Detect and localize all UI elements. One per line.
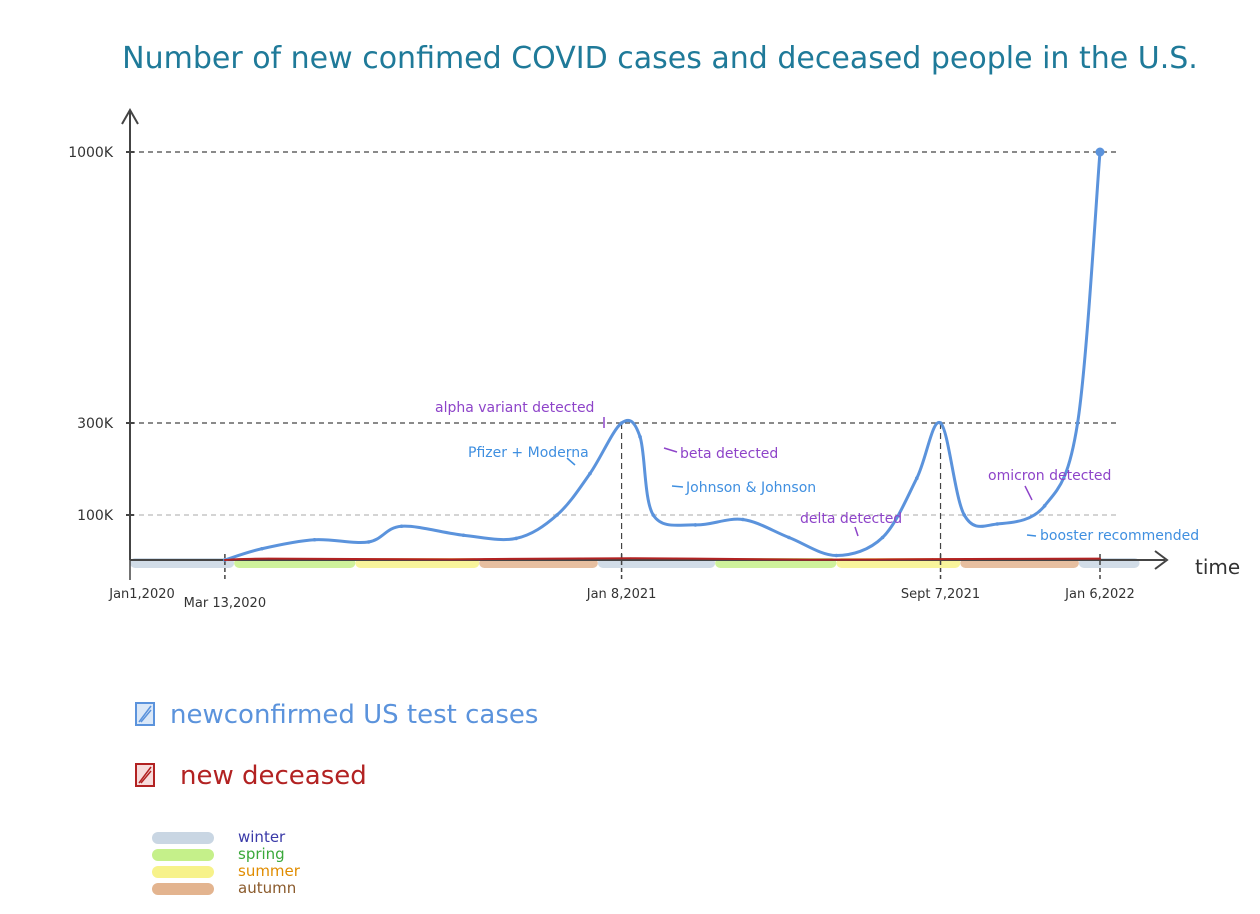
- annotation-label: Johnson & Johnson: [685, 480, 816, 496]
- axis-ticks: 100K 300K 1000K Jan1,2020 Mar 13,2020 Jan 8,2…: [68, 145, 1135, 611]
- data-point-deceased: [450, 558, 453, 561]
- gridlines: [130, 151, 1120, 516]
- data-point-deceased: [810, 558, 813, 561]
- legend-item-deceased: new deceased: [135, 761, 367, 791]
- data-point-cases: [555, 513, 559, 517]
- data-point-cases: [1042, 504, 1047, 508]
- data-point-deceased: [630, 557, 632, 559]
- legend-item-cases: newconfirmed US test cases: [135, 700, 538, 730]
- annotation-arrow-icon: [663, 447, 678, 453]
- legend-label-winter: winter: [238, 828, 286, 846]
- annotation-label: omicron detected: [988, 468, 1111, 484]
- annotation-arrow-icon: [1026, 534, 1037, 537]
- legend-label-autumn: autumn: [238, 879, 296, 897]
- chart-title: Number of new confimed COVID cases and d…: [122, 41, 1198, 76]
- data-point-deceased: [931, 558, 934, 560]
- data-point-cases: [834, 553, 839, 558]
- annotation-label: booster recommended: [1040, 528, 1199, 544]
- x-tick-label: Jan 8,2021: [586, 587, 657, 602]
- data-point-cases: [638, 435, 642, 439]
- legend-label-cases: newconfirmed US test cases: [170, 700, 538, 730]
- hatch-icon: [138, 766, 152, 784]
- legend-label-deceased: new deceased: [180, 761, 367, 791]
- data-point-deceased: [224, 559, 226, 561]
- annotation-label: beta detected: [680, 446, 778, 462]
- series-line-cases: [223, 150, 1102, 562]
- data-point-cases: [1075, 421, 1080, 425]
- data-point-cases: [787, 535, 791, 540]
- data-point-cases: [588, 471, 592, 476]
- series-group: [223, 147, 1105, 562]
- y-tick-label: 1000K: [68, 145, 114, 161]
- legend: newconfirmed US test cases new deceased …: [135, 700, 538, 897]
- data-point-cases: [693, 523, 698, 527]
- data-point-cases: [259, 546, 264, 551]
- data-point-deceased: [267, 557, 270, 560]
- data-point-cases: [312, 537, 317, 542]
- peak-marker: [1095, 147, 1105, 157]
- annotation-arrow-icon: [566, 457, 576, 466]
- axes: [121, 107, 1169, 570]
- data-point-cases: [514, 536, 518, 541]
- data-point-cases: [995, 522, 1000, 526]
- data-point-cases: [366, 540, 371, 544]
- annotation-arrow-icon: [671, 485, 684, 488]
- y-tick-label: 100K: [77, 508, 114, 524]
- data-point-cases: [461, 533, 466, 538]
- data-point-cases: [741, 517, 745, 522]
- legend-label-summer: summer: [238, 862, 301, 880]
- data-point-cases: [619, 421, 624, 425]
- annotation-label: delta detected: [800, 511, 902, 527]
- data-point-cases: [962, 513, 967, 517]
- x-tick-label: Jan 6,2022: [1064, 587, 1135, 602]
- data-point-cases: [651, 513, 656, 517]
- x-axis-arrow-icon: [1154, 550, 1169, 570]
- annotations: alpha variant detected Pfizer + Moderna be…: [435, 400, 1199, 544]
- y-tick-label: 300K: [77, 416, 114, 432]
- data-point-cases: [938, 421, 943, 425]
- annotation-arrow-icon: [854, 526, 859, 537]
- data-point-deceased: [1099, 557, 1101, 560]
- annotation-arrow-icon: [1024, 485, 1033, 501]
- annotation-label: Pfizer + Moderna: [468, 445, 589, 461]
- x-tick-label: Jan1,2020: [108, 587, 175, 602]
- hatch-icon: [138, 705, 152, 723]
- legend-label-spring: spring: [238, 845, 285, 863]
- data-point-cases: [880, 535, 885, 540]
- data-point-cases: [399, 524, 404, 529]
- annotation-label: alpha variant detected: [435, 400, 594, 416]
- x-axis-label: time: [1195, 555, 1240, 579]
- x-tick-label: Sept 7,2021: [901, 587, 980, 602]
- y-axis-arrow-icon: [121, 107, 139, 125]
- data-point-cases: [915, 476, 919, 481]
- x-tick-label: Mar 13,2020: [184, 596, 266, 611]
